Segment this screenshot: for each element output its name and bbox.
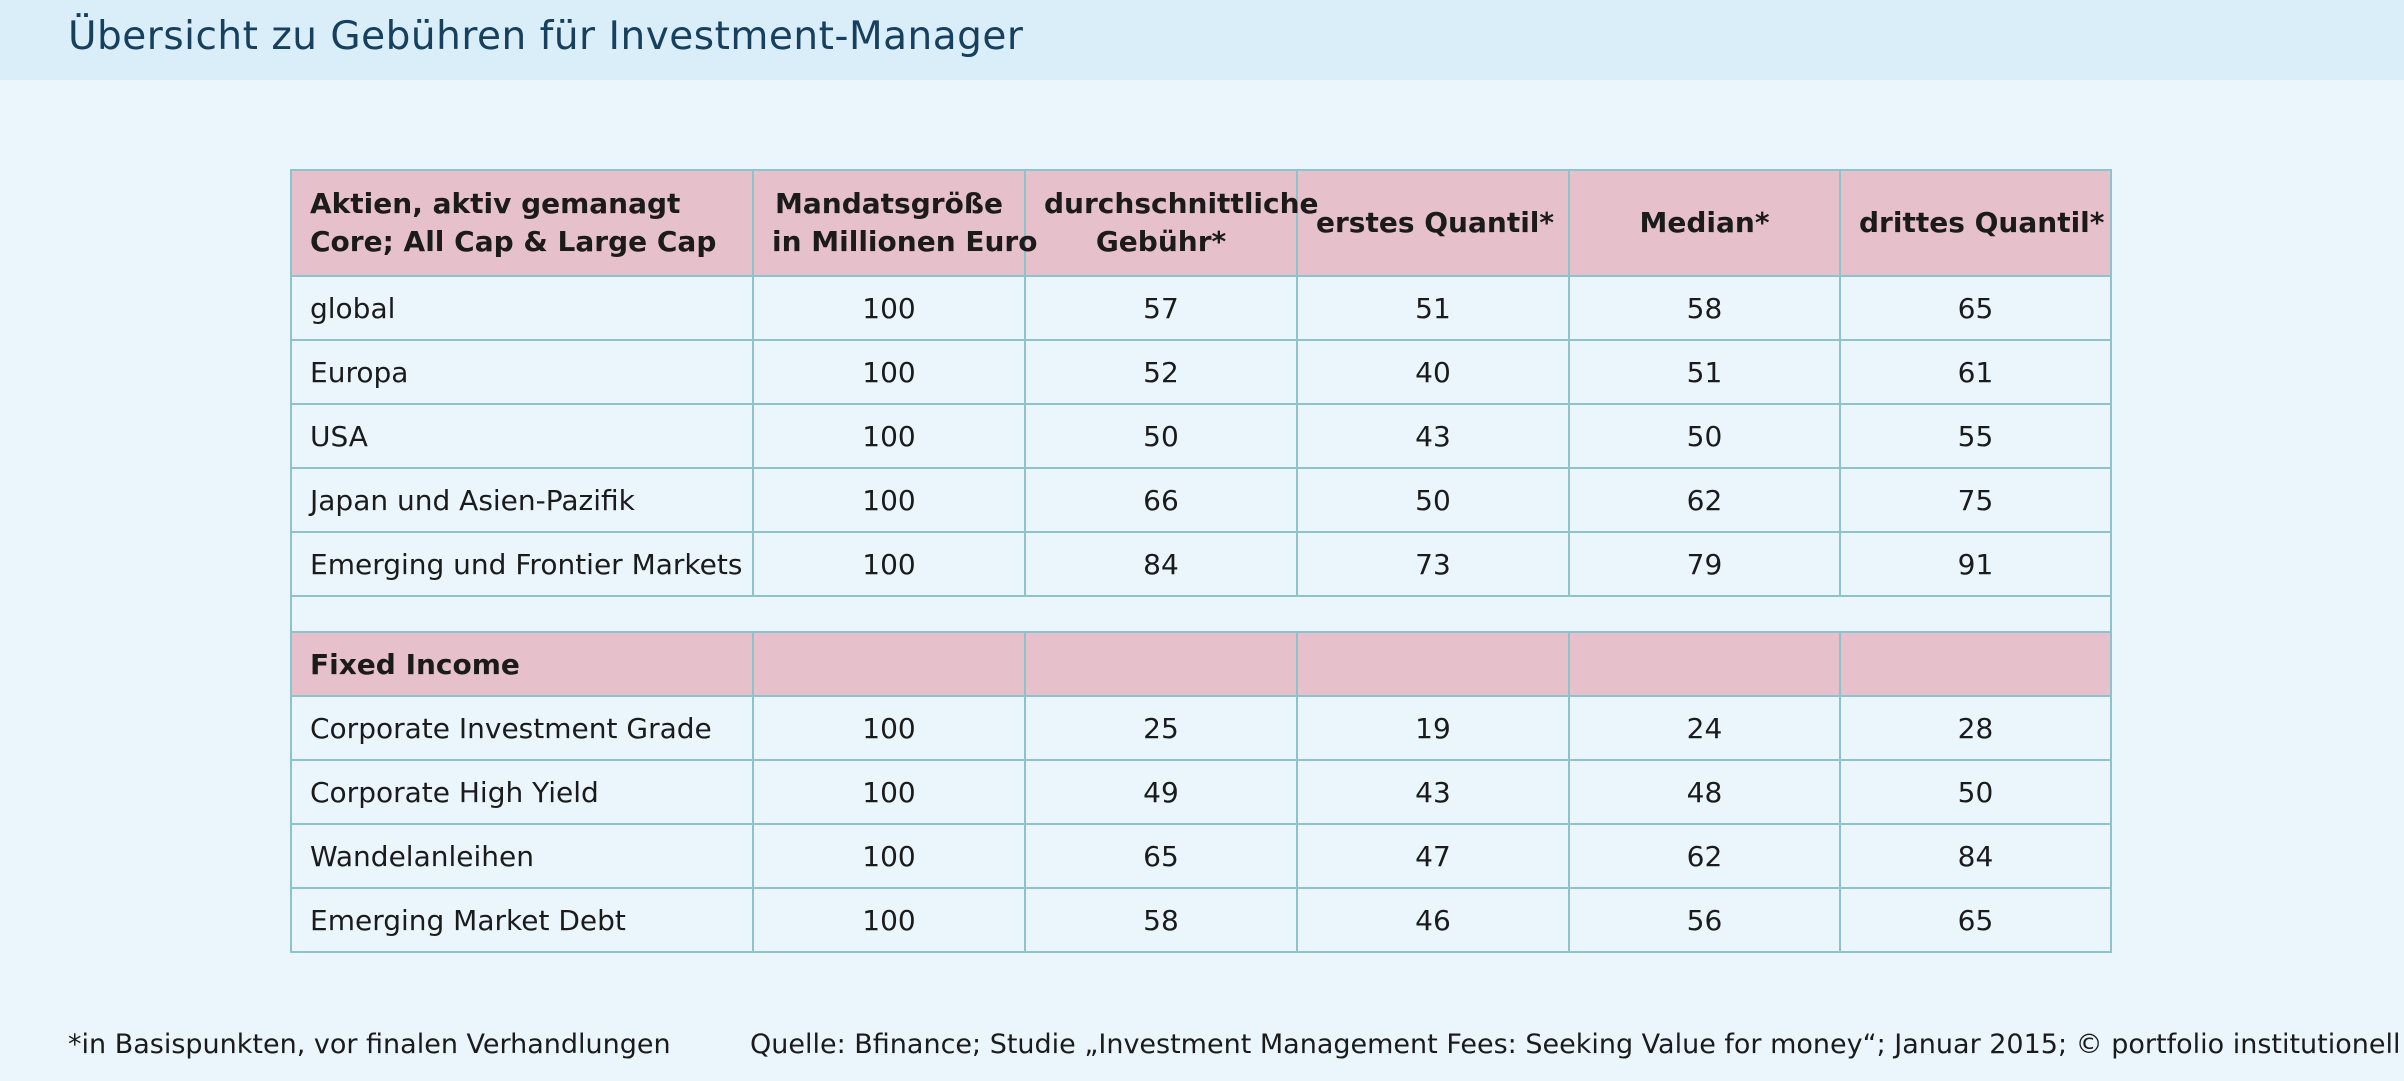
section-header-row: Fixed Income bbox=[290, 631, 2112, 697]
table-row: Emerging Market Debt 100 58 46 56 65 bbox=[290, 887, 2112, 953]
cell-mandate-size: 100 bbox=[752, 467, 1026, 533]
row-label: Wandelanleihen bbox=[290, 823, 754, 889]
cell-first-quantile: 50 bbox=[1296, 467, 1570, 533]
table-row: global 100 57 51 58 65 bbox=[290, 275, 2112, 341]
cell-first-quantile: 47 bbox=[1296, 823, 1570, 889]
header-average-fee: durchschnittliche Gebühr* bbox=[1024, 169, 1319, 277]
row-label: Europa bbox=[290, 339, 754, 405]
title-bar: Übersicht zu Gebühren für Investment-Man… bbox=[0, 0, 2404, 80]
cell-first-quantile: 40 bbox=[1296, 339, 1570, 405]
cell-average-fee: 57 bbox=[1024, 275, 1298, 341]
cell-median: 56 bbox=[1568, 887, 1841, 953]
cell-mandate-size: 100 bbox=[752, 403, 1026, 469]
footnote: *in Basispunkten, vor finalen Verhandlun… bbox=[68, 1029, 671, 1060]
cell-median: 62 bbox=[1568, 467, 1841, 533]
cell-third-quantile: 55 bbox=[1839, 403, 2112, 469]
cell-average-fee: 65 bbox=[1024, 823, 1298, 889]
cell-first-quantile: 51 bbox=[1296, 275, 1570, 341]
table-header-row: Aktien, aktiv gemanagt Core; All Cap & L… bbox=[290, 169, 2112, 277]
header-mandate-size-line2: in Millionen Euro bbox=[772, 225, 1038, 258]
cell-mandate-size: 100 bbox=[752, 823, 1026, 889]
section-empty-cell bbox=[1296, 631, 1570, 697]
cell-third-quantile: 61 bbox=[1839, 339, 2112, 405]
header-mandate-size-line1: Mandatsgröße bbox=[775, 187, 1003, 220]
cell-first-quantile: 43 bbox=[1296, 403, 1570, 469]
cell-mandate-size: 100 bbox=[752, 695, 1026, 761]
header-third-quantile: drittes Quantil* bbox=[1839, 169, 2112, 277]
section-label-fixed-income: Fixed Income bbox=[290, 631, 754, 697]
header-first-quantile: erstes Quantil* bbox=[1296, 169, 1570, 277]
spacer-row bbox=[290, 595, 2112, 633]
table-row: USA 100 50 43 50 55 bbox=[290, 403, 2112, 469]
table-row: Corporate High Yield 100 49 43 48 50 bbox=[290, 759, 2112, 825]
cell-median: 50 bbox=[1568, 403, 1841, 469]
header-median: Median* bbox=[1568, 169, 1841, 277]
row-label: global bbox=[290, 275, 754, 341]
table-row: Emerging und Frontier Markets 100 84 73 … bbox=[290, 531, 2112, 597]
header-asset-class-line2: Core; All Cap & Large Cap bbox=[310, 225, 717, 258]
section-empty-cell bbox=[1839, 631, 2112, 697]
cell-median: 51 bbox=[1568, 339, 1841, 405]
source-note: Quelle: Bfinance; Studie „Investment Man… bbox=[750, 1029, 2401, 1060]
section-empty-cell bbox=[1568, 631, 1841, 697]
row-label: Japan und Asien-Pazifik bbox=[290, 467, 754, 533]
row-label: Corporate Investment Grade bbox=[290, 695, 754, 761]
cell-first-quantile: 19 bbox=[1296, 695, 1570, 761]
cell-mandate-size: 100 bbox=[752, 759, 1026, 825]
fees-table: Aktien, aktiv gemanagt Core; All Cap & L… bbox=[290, 169, 2112, 953]
cell-median: 58 bbox=[1568, 275, 1841, 341]
cell-third-quantile: 84 bbox=[1839, 823, 2112, 889]
row-label: USA bbox=[290, 403, 754, 469]
table-row: Europa 100 52 40 51 61 bbox=[290, 339, 2112, 405]
cell-average-fee: 52 bbox=[1024, 339, 1298, 405]
row-label: Corporate High Yield bbox=[290, 759, 754, 825]
cell-third-quantile: 28 bbox=[1839, 695, 2112, 761]
cell-first-quantile: 43 bbox=[1296, 759, 1570, 825]
cell-median: 79 bbox=[1568, 531, 1841, 597]
table-row: Corporate Investment Grade 100 25 19 24 … bbox=[290, 695, 2112, 761]
row-label: Emerging Market Debt bbox=[290, 887, 754, 953]
cell-first-quantile: 46 bbox=[1296, 887, 1570, 953]
cell-average-fee: 25 bbox=[1024, 695, 1298, 761]
cell-mandate-size: 100 bbox=[752, 275, 1026, 341]
cell-average-fee: 49 bbox=[1024, 759, 1298, 825]
header-asset-class: Aktien, aktiv gemanagt Core; All Cap & L… bbox=[290, 169, 754, 277]
cell-average-fee: 84 bbox=[1024, 531, 1298, 597]
cell-mandate-size: 100 bbox=[752, 531, 1026, 597]
cell-median: 24 bbox=[1568, 695, 1841, 761]
header-average-fee-line2: Gebühr* bbox=[1095, 225, 1227, 258]
cell-average-fee: 66 bbox=[1024, 467, 1298, 533]
cell-mandate-size: 100 bbox=[752, 887, 1026, 953]
page-title: Übersicht zu Gebühren für Investment-Man… bbox=[68, 14, 1024, 59]
cell-third-quantile: 91 bbox=[1839, 531, 2112, 597]
section-empty-cell bbox=[1024, 631, 1298, 697]
cell-third-quantile: 50 bbox=[1839, 759, 2112, 825]
header-average-fee-line1: durchschnittliche bbox=[1044, 187, 1319, 220]
cell-median: 48 bbox=[1568, 759, 1841, 825]
cell-average-fee: 50 bbox=[1024, 403, 1298, 469]
section-empty-cell bbox=[752, 631, 1026, 697]
cell-median: 62 bbox=[1568, 823, 1841, 889]
header-asset-class-line1: Aktien, aktiv gemanagt bbox=[310, 187, 681, 220]
cell-third-quantile: 65 bbox=[1839, 887, 2112, 953]
cell-third-quantile: 75 bbox=[1839, 467, 2112, 533]
table-row: Wandelanleihen 100 65 47 62 84 bbox=[290, 823, 2112, 889]
row-label: Emerging und Frontier Markets bbox=[290, 531, 754, 597]
cell-first-quantile: 73 bbox=[1296, 531, 1570, 597]
table-row: Japan und Asien-Pazifik 100 66 50 62 75 bbox=[290, 467, 2112, 533]
cell-third-quantile: 65 bbox=[1839, 275, 2112, 341]
cell-mandate-size: 100 bbox=[752, 339, 1026, 405]
spacer-cell bbox=[290, 595, 2112, 633]
cell-average-fee: 58 bbox=[1024, 887, 1298, 953]
header-mandate-size: Mandatsgröße in Millionen Euro bbox=[752, 169, 1037, 277]
